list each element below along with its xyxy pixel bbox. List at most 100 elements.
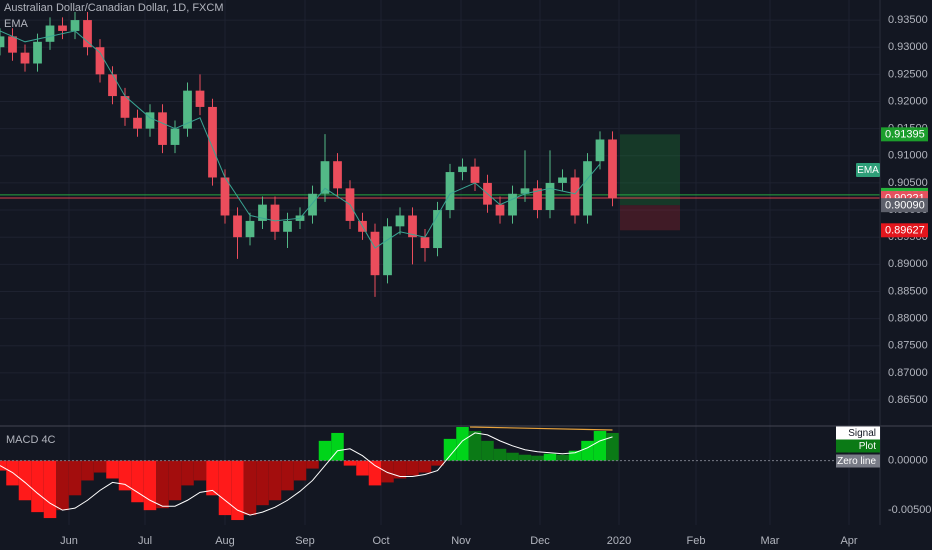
histogram-bar — [593, 430, 607, 461]
histogram-bar — [506, 452, 519, 461]
histogram-bar — [393, 460, 407, 479]
candle-body — [470, 166, 480, 183]
candle-body — [458, 166, 467, 173]
histogram-bar — [281, 460, 294, 491]
candle-body — [233, 215, 242, 238]
histogram-bar — [368, 460, 382, 486]
candle-body — [145, 112, 155, 129]
x-tick-label: 2020 — [607, 535, 631, 547]
x-tick-label: Oct — [372, 535, 389, 547]
histogram-bar — [156, 460, 169, 509]
price-label: 0.91395 — [885, 129, 925, 141]
axis-labels: 0.935000.930000.925000.920000.915000.910… — [60, 14, 931, 547]
histogram-bar — [306, 460, 319, 469]
y-tick-label: 0.86500 — [888, 394, 928, 406]
candle-body — [208, 106, 217, 178]
price-label-box — [881, 223, 928, 238]
histogram-bar — [556, 454, 569, 461]
candle-body — [45, 25, 55, 42]
indicator-name: EMA — [4, 18, 29, 30]
legend-box — [836, 454, 880, 468]
candle-body — [245, 220, 255, 238]
candle-body — [545, 182, 555, 211]
stop-zone — [620, 205, 680, 231]
y-tick-label: 0.89000 — [888, 258, 928, 270]
x-tick-label: Jun — [60, 535, 78, 547]
y-tick-label: 0.91000 — [888, 150, 928, 162]
candle-body — [570, 177, 580, 216]
y-tick-label: 0.88000 — [888, 313, 928, 325]
candle-body — [433, 210, 442, 249]
candle-body — [183, 90, 192, 129]
histogram-bar — [18, 460, 32, 501]
y-tick-label: 0.92000 — [888, 95, 928, 107]
candle-body — [83, 20, 92, 48]
candle-body — [495, 204, 505, 216]
histogram-bar — [581, 440, 594, 461]
histogram-bar — [431, 460, 444, 466]
histogram-bar — [381, 460, 394, 483]
candle-body — [0, 36, 5, 48]
price-label: 0.89627 — [885, 225, 925, 237]
y-tick-label: -0.00500 — [888, 504, 931, 516]
y-tick-label: 0.88500 — [888, 285, 928, 297]
x-tick-label: Nov — [451, 535, 471, 547]
candle-body — [333, 161, 342, 189]
histogram-bar — [543, 453, 557, 461]
histogram-bar — [93, 460, 107, 473]
legend-label: Zero line — [837, 456, 876, 467]
histogram-bar — [231, 460, 244, 521]
histogram-bar — [606, 432, 619, 461]
candle-body — [608, 139, 617, 199]
candle-body — [58, 25, 67, 31]
candle-body — [133, 117, 142, 129]
chart-title: Australian Dollar/Canadian Dollar, 1D, F… — [4, 2, 223, 14]
y-tick-label: 0.87000 — [888, 367, 928, 379]
candle-body — [533, 188, 542, 211]
candle-body — [108, 74, 117, 97]
histogram-bar — [293, 460, 307, 481]
candle-body — [370, 231, 380, 276]
price-label-box — [881, 127, 928, 142]
candle-body — [408, 215, 417, 238]
legend-label: Plot — [859, 441, 876, 452]
legend-label: Signal — [848, 428, 876, 439]
histogram-bar — [218, 460, 232, 516]
histogram-bar — [118, 460, 132, 491]
signal-line — [0, 432, 613, 516]
candle-body — [395, 215, 405, 227]
candle-body — [70, 20, 80, 31]
histogram-bar — [256, 460, 269, 506]
candle-body — [595, 139, 605, 162]
histogram-bar — [318, 440, 332, 461]
histogram-bar — [168, 460, 182, 501]
histogram-bar — [468, 430, 482, 461]
candle-body — [95, 47, 105, 75]
ema-line — [0, 30, 601, 249]
histogram-bar — [206, 460, 219, 496]
histogram-bar — [31, 460, 44, 513]
histogram-bar — [443, 438, 457, 461]
histogram-bar — [481, 440, 494, 461]
target-zone — [620, 134, 680, 206]
histogram-bar — [193, 460, 207, 481]
histogram-bar — [0, 460, 7, 471]
candle-body — [320, 161, 330, 194]
grid — [0, 0, 880, 525]
histogram-bar — [56, 460, 69, 511]
candle-body — [445, 172, 455, 211]
candle-body — [520, 188, 530, 194]
candle-body — [283, 220, 292, 232]
histogram-bar — [181, 460, 194, 486]
y-tick-label: 0.87500 — [888, 340, 928, 352]
y-tick-label: 0.93500 — [888, 14, 928, 26]
legend-box — [836, 439, 880, 453]
histogram-bar — [268, 460, 282, 501]
histogram-bar — [43, 460, 57, 519]
histogram-bar — [568, 450, 582, 461]
candle-body — [508, 193, 517, 216]
ema-tag-label: EMA — [857, 165, 879, 176]
candle-body — [158, 112, 167, 145]
